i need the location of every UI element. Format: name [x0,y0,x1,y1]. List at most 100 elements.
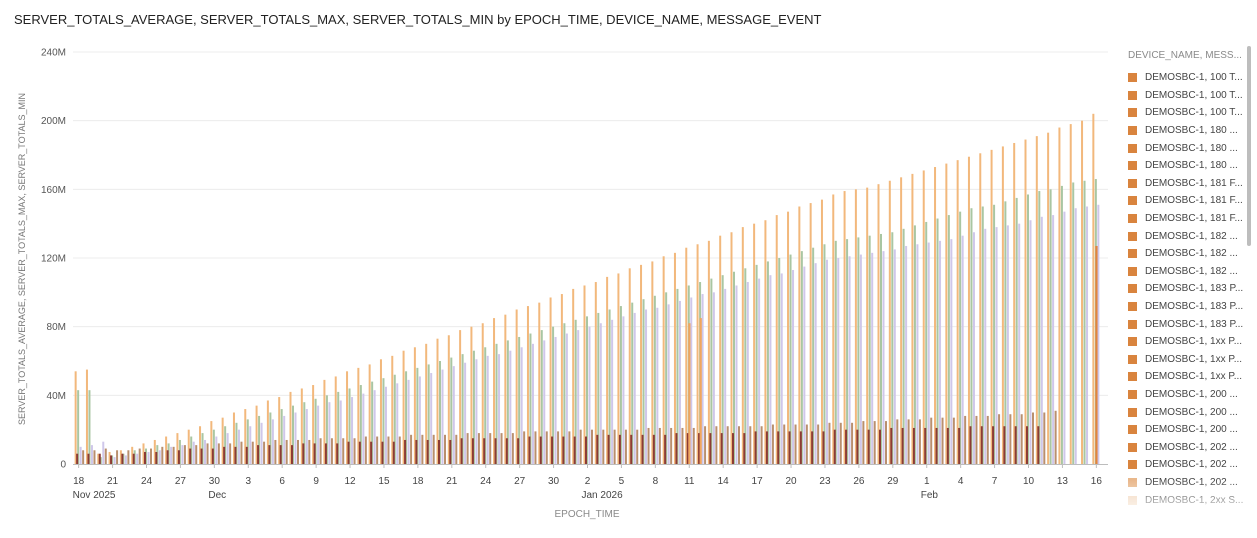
bar[interactable] [738,426,740,464]
bar[interactable] [240,441,243,464]
bar[interactable] [562,436,565,464]
bar[interactable] [640,264,643,464]
bar[interactable] [260,422,263,464]
bar[interactable] [678,300,681,464]
bar[interactable] [1060,185,1063,464]
bar[interactable] [911,173,914,464]
bar[interactable] [560,294,563,464]
bar[interactable] [324,443,327,464]
legend-item[interactable]: DEMOSBC-1, 182 ... [1120,227,1250,245]
bar[interactable] [959,211,962,464]
bar[interactable] [127,450,130,464]
bar[interactable] [359,385,362,464]
bar[interactable] [234,446,237,464]
legend-item[interactable]: DEMOSBC-1, 182 ... [1120,245,1250,263]
legend-item[interactable]: DEMOSBC-1, 202 ... [1120,456,1250,474]
bar[interactable] [405,371,408,464]
bar[interactable] [212,429,215,464]
bar[interactable] [733,271,735,464]
bar[interactable] [357,367,360,464]
bar[interactable] [950,239,953,464]
bar[interactable] [975,415,978,464]
bar[interactable] [413,347,416,464]
bar[interactable] [539,436,542,464]
bar[interactable] [753,223,756,464]
bar[interactable] [229,443,232,464]
bar[interactable] [351,397,354,464]
bar[interactable] [447,335,450,464]
bar[interactable] [568,431,571,464]
bar[interactable] [520,347,523,464]
bar[interactable] [498,354,501,464]
bar[interactable] [438,439,440,464]
bar[interactable] [572,288,575,464]
bar[interactable] [862,421,865,464]
bar[interactable] [789,254,792,464]
bar[interactable] [334,376,337,464]
bar[interactable] [82,450,85,464]
bar[interactable] [495,343,498,464]
bar[interactable] [396,383,399,464]
bar[interactable] [314,398,317,464]
bar[interactable] [549,297,552,464]
bar[interactable] [481,323,484,464]
bar[interactable] [888,180,891,464]
bar[interactable] [1001,146,1004,465]
bar[interactable] [1040,216,1043,464]
bar[interactable] [885,421,887,464]
bar[interactable] [927,242,930,464]
bar[interactable] [452,366,455,464]
bar[interactable] [925,221,928,464]
legend-item[interactable]: DEMOSBC-1, 1xx P... [1120,351,1250,369]
bar[interactable] [814,263,817,464]
bar[interactable] [102,441,105,464]
bar[interactable] [384,386,387,464]
bar[interactable] [986,415,989,464]
bar[interactable] [441,369,444,464]
bar[interactable] [470,326,473,464]
bar[interactable] [665,292,668,464]
bar[interactable] [515,309,518,465]
bar[interactable] [187,429,190,464]
bar[interactable] [494,438,497,464]
bar[interactable] [460,438,463,464]
bar[interactable] [686,433,689,464]
bar[interactable] [1038,191,1041,465]
bar[interactable] [820,199,823,464]
bar[interactable] [900,177,903,464]
bar[interactable] [379,359,382,464]
bar[interactable] [381,441,384,464]
bar[interactable] [1020,414,1023,464]
bar[interactable] [934,167,937,464]
bar[interactable] [891,232,894,464]
bar[interactable] [798,206,801,465]
bar[interactable] [511,433,514,464]
bar[interactable] [880,233,882,464]
legend-item[interactable]: DEMOSBC-1, 181 F... [1120,210,1250,228]
bar[interactable] [121,453,124,464]
bar[interactable] [237,429,240,464]
bar[interactable] [1014,426,1017,464]
bar[interactable] [1074,208,1077,464]
bar[interactable] [1003,426,1006,464]
bar[interactable] [308,439,311,464]
bar[interactable] [538,302,541,464]
bar[interactable] [755,264,758,464]
bar[interactable] [450,357,453,464]
bar[interactable] [472,350,475,464]
bar[interactable] [192,441,195,464]
bar[interactable] [743,433,746,464]
bar[interactable] [263,441,266,464]
bar[interactable] [426,439,429,464]
bar[interactable] [873,421,876,464]
bar[interactable] [455,434,458,464]
bar[interactable] [647,427,650,464]
bar[interactable] [427,364,430,464]
bar[interactable] [1013,142,1016,465]
bar[interactable] [809,203,812,464]
bar[interactable] [843,191,846,465]
bar[interactable] [172,446,175,464]
bar[interactable] [506,340,509,464]
bar[interactable] [1063,211,1066,464]
bar[interactable] [226,433,229,464]
